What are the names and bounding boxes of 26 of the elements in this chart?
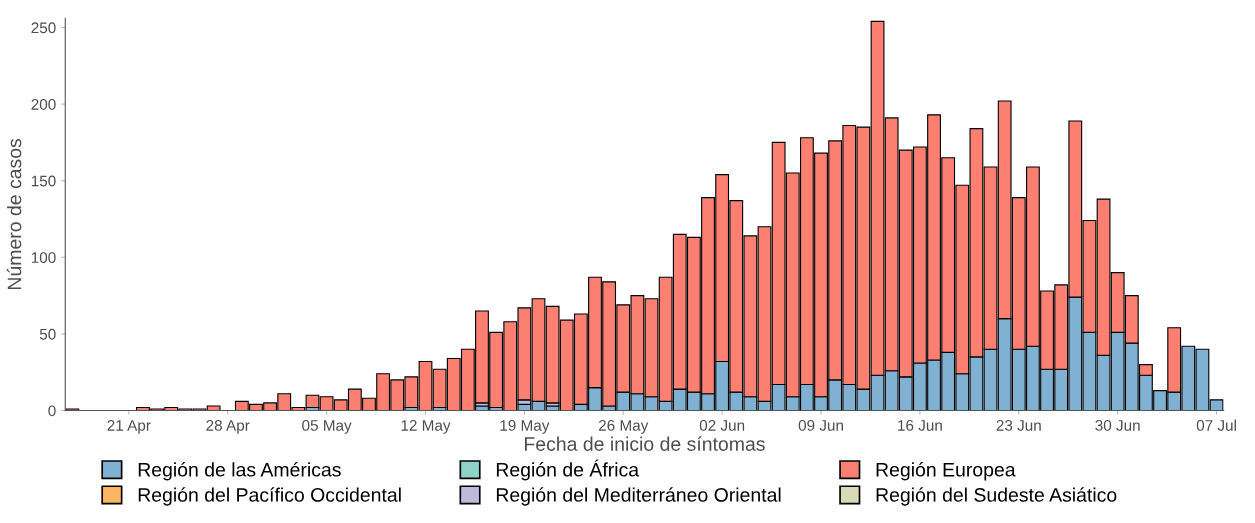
legend-label: Región del Pacífico Occidental: [138, 487, 401, 506]
legend-label: Región de África: [496, 459, 640, 481]
x-tick-label: 28 Apr: [206, 419, 250, 434]
x-tick-label: 23 Jun: [996, 419, 1041, 431]
y-axis-title: Número de casos: [6, 138, 22, 290]
x-tick-label: 26 May: [598, 419, 649, 434]
x-tick-label: 02 Jun: [699, 419, 745, 431]
x-tick-label: 19 May: [500, 419, 550, 434]
x-tick-label: 07 Jul: [1196, 419, 1236, 431]
x-tick-label: 30 Jun: [1095, 419, 1140, 431]
x-tick-label: 09 Jun: [798, 419, 843, 431]
y-tick-label: 0: [48, 405, 56, 417]
x-tick-label: 12 May: [401, 419, 451, 434]
x-tick-label: 05 May: [302, 419, 352, 434]
x-axis-title: Fecha de inicio de síntomas: [524, 436, 765, 451]
legend-label: Región del Sudeste Asiático: [876, 487, 1117, 506]
y-tick-label: 200: [31, 98, 56, 110]
legend-label: Región Europea: [876, 462, 1016, 481]
y-tick-label: 150: [31, 175, 56, 187]
y-tick-label: 50: [39, 328, 56, 340]
x-tick-label: 16 Jun: [898, 419, 942, 431]
y-tick-label: 100: [31, 252, 56, 264]
legend-label: Región de las Américas: [138, 462, 341, 481]
y-tick-label: 250: [31, 22, 56, 34]
x-tick-label: 21 Apr: [107, 419, 151, 434]
legend-label: Región del Mediterráneo Oriental: [496, 487, 781, 506]
